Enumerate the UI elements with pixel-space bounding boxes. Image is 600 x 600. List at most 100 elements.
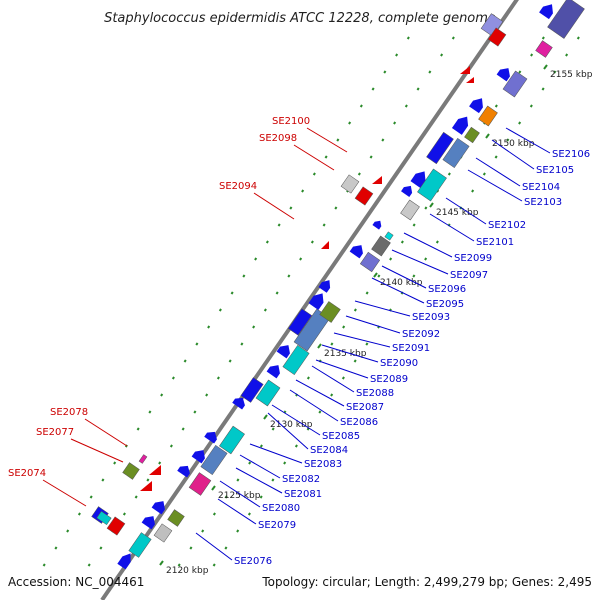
gene-features	[91, 0, 585, 570]
gene-forward-21	[319, 301, 341, 323]
gene-label-forward: SE2087	[346, 402, 384, 413]
guide-dot	[318, 410, 322, 414]
gene-forward-31-body	[417, 168, 447, 202]
gene-forward-11-body	[204, 431, 217, 444]
guide-dot	[195, 342, 199, 346]
leader-line	[271, 404, 321, 436]
gene-forward-9	[219, 425, 245, 455]
guide-dot	[228, 359, 232, 363]
leader-line	[315, 359, 369, 379]
gene-reverse-6-body	[138, 454, 148, 464]
gene-label-forward: SE2106	[552, 149, 590, 160]
guide-dot	[330, 342, 334, 346]
guide-dot	[181, 427, 185, 431]
gene-forward-9-body	[219, 425, 245, 455]
guide-dot	[348, 121, 352, 125]
gene-forward-0	[117, 553, 131, 570]
gene-forward-0-body	[117, 553, 131, 570]
gene-forward-14-body	[255, 379, 281, 407]
gene-forward-35-body	[464, 126, 480, 144]
gene-label-reverse: SE2077	[36, 427, 74, 438]
gene-reverse-9-body	[354, 186, 374, 206]
guide-dot	[424, 257, 428, 261]
gene-label-forward: SE2104	[522, 182, 560, 193]
gene-forward-28-body	[401, 185, 413, 197]
gene-reverse-10	[372, 176, 382, 184]
gene-forward-25-body	[371, 235, 391, 257]
gene-forward-40	[539, 4, 553, 20]
gene-forward-27-body	[384, 231, 394, 241]
gene-forward-26	[372, 220, 382, 230]
gene-reverse-2	[106, 516, 126, 536]
gene-reverse-2-body	[106, 516, 126, 536]
gene-forward-1-body	[128, 532, 152, 558]
gene-forward-30	[410, 171, 426, 188]
leader-line	[403, 232, 453, 258]
leader-line	[467, 169, 523, 202]
gene-label-forward: SE2101	[476, 237, 514, 248]
guide-dot	[236, 478, 240, 482]
leader-line	[505, 127, 551, 154]
gene-label-forward: SE2105	[536, 165, 574, 176]
guide-dot	[553, 70, 557, 74]
leader-line	[249, 443, 303, 464]
gene-label-forward: SE2097	[450, 270, 488, 281]
gene-forward-21-body	[319, 301, 341, 323]
gene-forward-41-body	[547, 0, 585, 39]
gene-forward-14	[255, 379, 281, 407]
leader-line	[345, 315, 401, 334]
gene-forward-40-body	[539, 4, 553, 20]
guide-dot	[359, 104, 363, 108]
guide-dot	[283, 461, 287, 465]
gene-forward-31	[417, 168, 447, 202]
gene-reverse-12-body	[487, 27, 507, 47]
label-leader-lines	[42, 127, 551, 561]
guide-dot	[428, 70, 432, 74]
guide-dot	[341, 376, 345, 380]
gene-forward-8-body	[200, 444, 228, 476]
leader-line	[84, 418, 128, 447]
guide-dot	[506, 138, 510, 142]
guide-dot	[357, 172, 361, 176]
guide-dot	[271, 427, 275, 431]
gene-label-forward: SE2082	[282, 474, 320, 485]
guide-dot	[122, 512, 126, 516]
guide-dot	[259, 495, 263, 499]
gene-forward-10-body	[191, 450, 205, 464]
gene-forward-32	[426, 131, 454, 165]
scale-label: 2155 kbp	[550, 70, 593, 80]
leader-line	[429, 213, 475, 242]
guide-dot	[277, 223, 281, 227]
guide-dot	[201, 529, 205, 533]
guide-dot	[440, 53, 444, 57]
genome-backbone	[100, 0, 519, 600]
gene-forward-2	[153, 523, 173, 543]
leader-line	[239, 454, 281, 479]
guide-dot	[66, 529, 70, 533]
guide-dot	[205, 393, 209, 397]
leader-line	[491, 139, 535, 170]
guide-dot	[169, 444, 173, 448]
gene-forward-24-body	[359, 251, 381, 273]
leader-line	[235, 467, 283, 494]
accession-text: Accession: NC_004461	[8, 575, 144, 589]
gene-forward-6	[188, 472, 212, 496]
gene-forward-38	[496, 68, 510, 82]
guide-dot	[87, 563, 91, 567]
gene-reverse-3	[122, 462, 140, 480]
guide-dot	[451, 36, 455, 40]
leader-line	[293, 144, 335, 171]
gene-reverse-1	[96, 510, 112, 526]
gene-forward-27	[384, 231, 394, 241]
gene-reverse-5	[149, 465, 161, 475]
gene-reverse-6	[138, 454, 148, 464]
gene-forward-34	[451, 116, 469, 135]
gene-label-reverse: SE2078	[50, 407, 88, 418]
gene-label-reverse: SE2098	[259, 133, 297, 144]
guide-dot	[377, 274, 381, 278]
gene-label-forward: SE2088	[356, 388, 394, 399]
gene-forward-20-body	[308, 293, 324, 310]
guide-dot	[324, 155, 328, 159]
guide-dot	[541, 36, 545, 40]
